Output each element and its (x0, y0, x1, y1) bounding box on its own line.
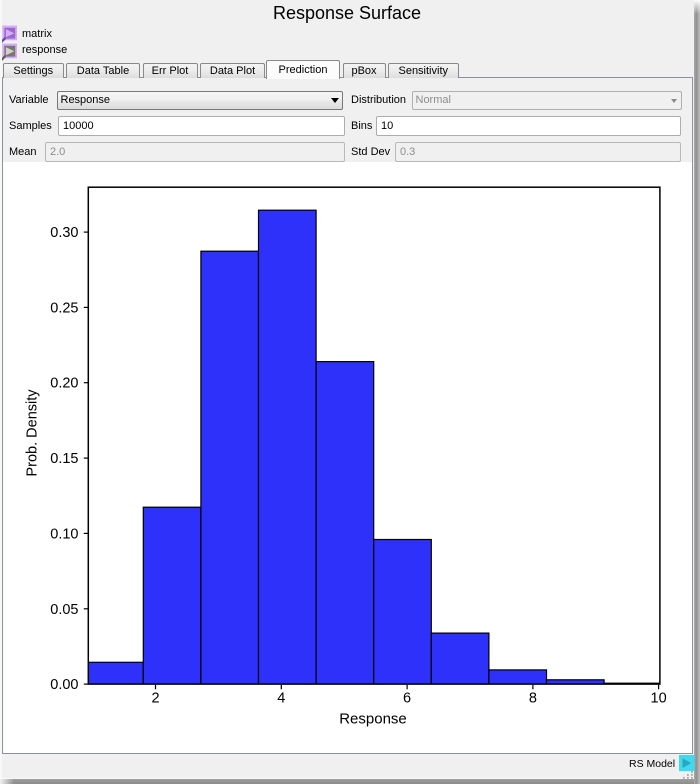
svg-text:6: 6 (403, 691, 411, 707)
svg-text:4: 4 (277, 691, 285, 707)
svg-text:0.20: 0.20 (50, 376, 78, 392)
svg-text:0.15: 0.15 (50, 451, 78, 467)
svg-text:Response: Response (339, 711, 407, 728)
svg-text:8: 8 (529, 691, 537, 707)
svg-text:0.25: 0.25 (50, 300, 78, 316)
svg-text:0.05: 0.05 (50, 602, 78, 618)
svg-text:0.10: 0.10 (50, 526, 78, 542)
svg-text:Prob. Density: Prob. Density (25, 389, 41, 477)
svg-text:0.00: 0.00 (50, 677, 78, 693)
svg-text:10: 10 (651, 691, 667, 707)
svg-text:2: 2 (151, 691, 159, 707)
svg-text:0.30: 0.30 (50, 225, 78, 241)
